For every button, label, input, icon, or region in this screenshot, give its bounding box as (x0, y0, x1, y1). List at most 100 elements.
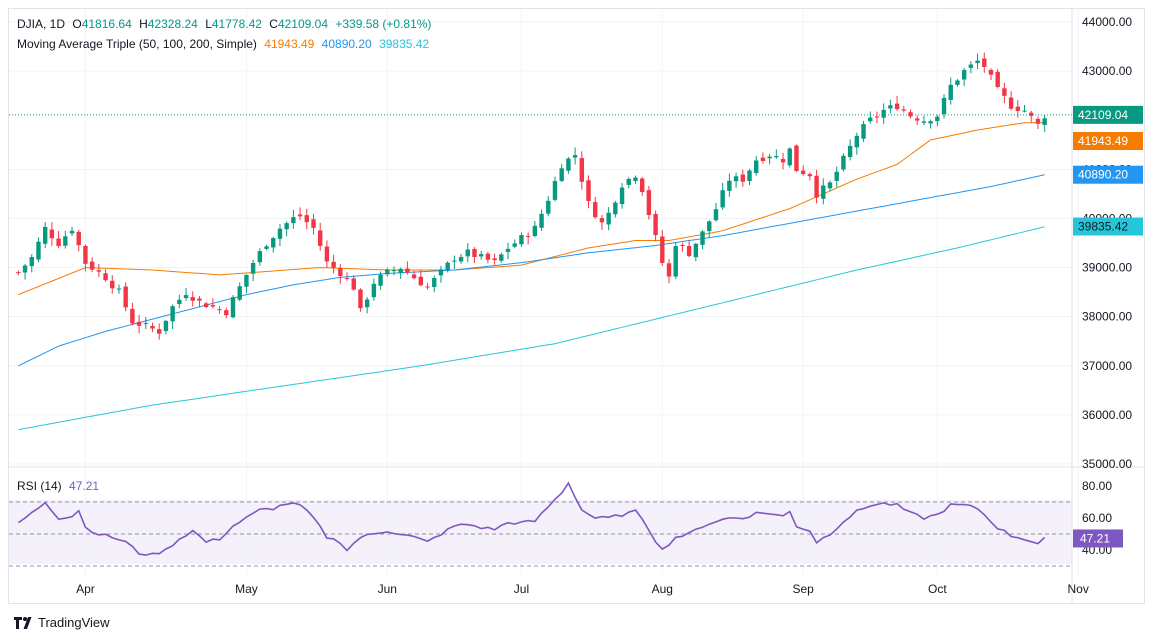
price-tick-label: 35000.00 (1082, 457, 1132, 471)
candle-body (56, 238, 61, 246)
candle-body (928, 121, 933, 124)
candle-body (988, 69, 994, 75)
candle-body (881, 109, 886, 118)
candle-body (532, 225, 538, 237)
candle-body (901, 109, 906, 111)
legend-low: L41778.42 (205, 17, 262, 31)
ma50-badge (1073, 131, 1143, 150)
candle-body (338, 268, 343, 276)
candle-body (599, 218, 605, 223)
candle-body (170, 306, 175, 322)
candle-body (646, 190, 652, 216)
time-tick-label: Jun (378, 582, 397, 596)
candle-body (660, 236, 665, 263)
price-tick-label: 38000.00 (1082, 310, 1132, 324)
candle-body (961, 70, 967, 80)
candle-body (760, 157, 766, 161)
candle-body (324, 246, 330, 262)
candle-body (391, 270, 397, 272)
candle-body (123, 286, 128, 308)
candle-body (941, 97, 947, 114)
candle-body (83, 245, 88, 264)
candle-body (935, 116, 940, 122)
candle-body (948, 84, 953, 100)
last-price-badge (1073, 105, 1143, 124)
candle-body (559, 168, 564, 182)
ma-title: Moving Average Triple (50, 100, 200, Sim… (17, 37, 257, 51)
high-value: 42328.24 (147, 17, 198, 31)
candle-body (411, 274, 417, 279)
candle-body (525, 235, 531, 237)
candle-body (230, 297, 236, 318)
candle-body (686, 245, 692, 256)
ma200-line (18, 226, 1045, 431)
candle-body (800, 170, 806, 174)
legend-symbol: DJIA, 1D (17, 17, 66, 31)
candle-body (700, 231, 705, 245)
candle-body (465, 249, 470, 257)
candle-body (727, 180, 732, 191)
candle-body (713, 209, 719, 221)
candle-body (754, 160, 759, 173)
ma200-value: 39835.42 (379, 37, 430, 51)
last-price-badge-label: 42109.04 (1078, 108, 1128, 122)
grid (9, 9, 1079, 575)
candle-body (250, 263, 256, 274)
candle-body (834, 171, 839, 181)
ma200-badge-label: 39835.42 (1078, 220, 1128, 234)
legend-ohlc: DJIA, 1D O41816.64 H42328.24 L41778.42 C… (17, 17, 435, 31)
candle-body (982, 58, 987, 68)
time-tick-label: Oct (928, 582, 947, 596)
candle-body (291, 217, 296, 224)
price-tick-label: 43000.00 (1082, 64, 1132, 78)
candle-body (264, 246, 269, 249)
candle-body (673, 246, 678, 277)
candle-body (787, 148, 792, 166)
candle-body (827, 182, 833, 189)
candle-body (633, 177, 638, 182)
candle-body (277, 228, 283, 239)
low-value: 41778.42 (211, 17, 262, 31)
candle-body (552, 180, 558, 200)
candle-body (311, 219, 316, 228)
ma50-badge-label: 41943.49 (1078, 134, 1128, 148)
candle-body (914, 118, 920, 121)
candle-body (613, 202, 618, 215)
candle-body (566, 158, 571, 171)
candles (16, 52, 1047, 340)
candle-body (653, 213, 658, 236)
candle-body (371, 283, 377, 298)
candle-body (183, 295, 189, 299)
rsi-title: RSI (14) (17, 479, 62, 493)
candle-body (96, 270, 102, 272)
candle-body (257, 251, 263, 263)
candle-body (42, 226, 48, 244)
candle-body (975, 60, 980, 64)
tradingview-logo-icon (14, 616, 32, 629)
candle-body (318, 230, 323, 246)
chart-frame (8, 8, 1145, 604)
candle-body (921, 121, 927, 123)
candle-body (1029, 112, 1034, 116)
candle-body (76, 231, 81, 246)
candle-body (847, 145, 853, 158)
rsi-value: 47.21 (69, 479, 100, 493)
ma50-value: 41943.49 (264, 37, 315, 51)
candle-body (143, 323, 149, 325)
candle-body (177, 299, 182, 304)
tradingview-brand[interactable]: TradingView (14, 615, 110, 630)
candle-body (472, 249, 477, 258)
candle-body (968, 64, 974, 68)
ma100-line (18, 174, 1045, 367)
candle-body (418, 276, 424, 286)
rsi-line (17, 481, 1046, 556)
candle-body (425, 286, 430, 288)
rsi-band (9, 500, 1072, 564)
candle-body (774, 156, 779, 158)
candle-body (707, 221, 712, 232)
candle-body (854, 135, 860, 148)
candle-body (1042, 118, 1047, 125)
rsi-badge-label: 47.21 (1080, 531, 1110, 545)
close-value: 42109.04 (277, 17, 329, 31)
